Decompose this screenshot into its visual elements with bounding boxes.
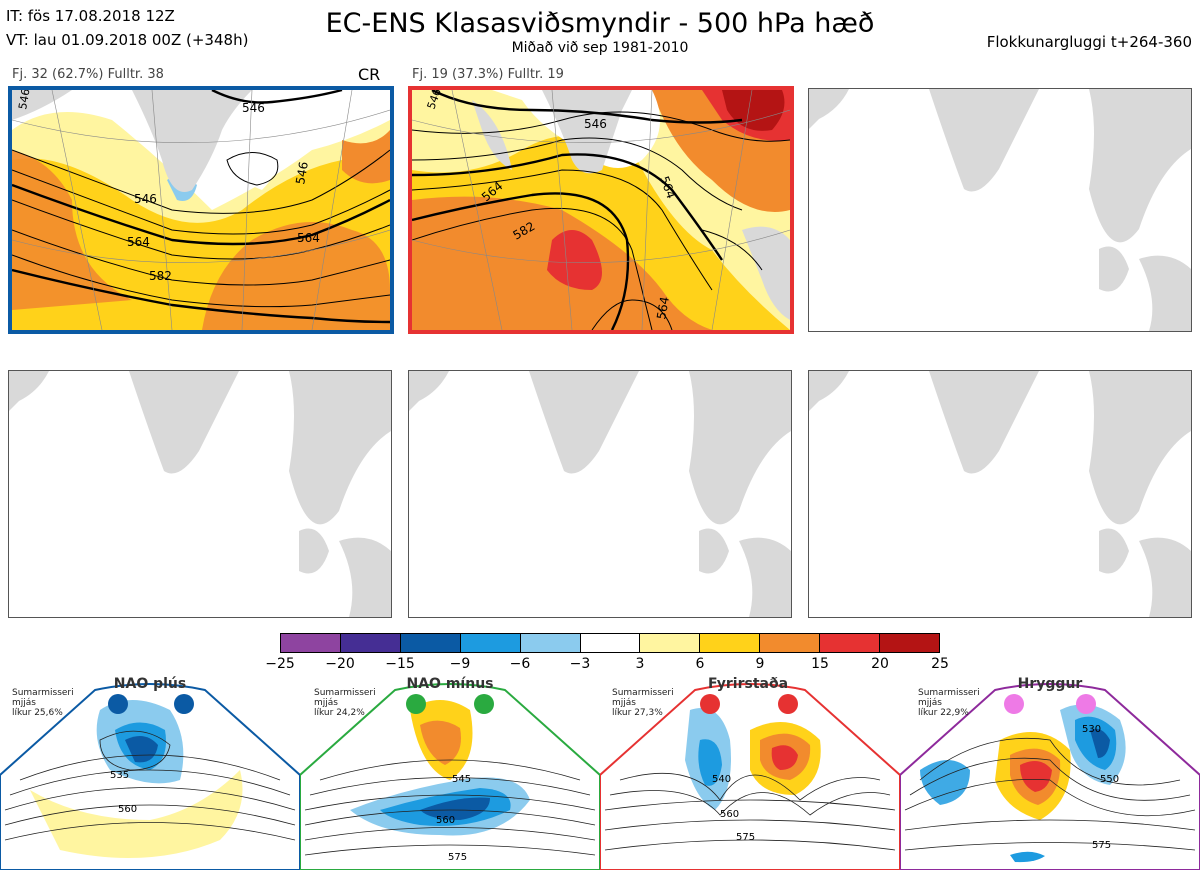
color-scale-swatch — [340, 634, 401, 652]
contour-label: 582 — [149, 269, 172, 283]
color-scale-swatch — [400, 634, 461, 652]
empty-map-6-canvas — [809, 371, 1191, 617]
empty-map-5-canvas — [409, 371, 791, 617]
init-time: IT: fös 17.08.2018 12Z — [6, 7, 175, 25]
cluster-map-2: 546 546 564 564 582 564 — [408, 86, 794, 334]
regime-ridge-canvas: 530 550 575 — [899, 683, 1200, 871]
color-scale-tick: −3 — [569, 656, 591, 672]
color-scale-tick: 15 — [811, 656, 829, 672]
contour-label: 546 — [293, 161, 311, 186]
regime-title-ridge: Hryggur — [1017, 676, 1083, 692]
regime-note-nao-plus: Sumarmisseri mjjás líkur 25,6% — [12, 688, 74, 718]
color-scale-swatch — [640, 634, 701, 652]
contour-label: 564 — [654, 296, 672, 321]
contour-label: 535 — [110, 770, 129, 781]
regime-title-blocking: Fyrirstaða — [707, 676, 789, 692]
contour-label: 560 — [436, 815, 455, 826]
panel-1-label: Fj. 32 (62.7%) Fulltr. 38 — [12, 67, 164, 82]
regime-nao-plus: 535 560 — [0, 670, 301, 871]
color-scale-tick: 3 — [635, 656, 645, 672]
color-scale-bar — [280, 633, 940, 653]
color-scale-tick: 25 — [931, 656, 949, 672]
contour-label: 560 — [118, 804, 137, 815]
regime-nao-plus-canvas: 535 560 — [0, 683, 301, 871]
regime-note-nao-minus: Sumarmisseri mjjás líkur 24,2% — [314, 688, 376, 718]
classification-window: Flokkunargluggi t+264-360 — [986, 33, 1192, 51]
contour-label: 530 — [1082, 724, 1101, 735]
color-scale-tick: 6 — [695, 656, 705, 672]
regime-note-ridge: Sumarmisseri mjjás líkur 22,9% — [918, 688, 980, 718]
valid-time: VT: lau 01.09.2018 00Z (+348h) — [6, 31, 249, 49]
regime-note-blocking: Sumarmisseri mjjás líkur 27,3% — [612, 688, 674, 718]
color-scale-tick: −9 — [449, 656, 471, 672]
regime-title-nao-plus: NAO plús — [113, 676, 187, 692]
empty-map-4-canvas — [9, 371, 391, 617]
regime-nao-minus-canvas: 545 560 575 — [299, 683, 601, 871]
empty-map-6 — [808, 370, 1192, 618]
contour-label: 564 — [127, 235, 150, 249]
contour-label: 545 — [452, 774, 471, 785]
contour-label: 546 — [134, 192, 157, 206]
contour-label: 564 — [297, 231, 320, 245]
color-scale-tick: −6 — [509, 656, 531, 672]
contour-label: 540 — [712, 774, 731, 785]
color-scale-tick: −15 — [385, 656, 415, 672]
color-scale-swatch — [580, 634, 641, 652]
panel-1-regime-code: CR — [358, 65, 381, 84]
regime-title-nao-minus: NAO mínus — [406, 676, 494, 692]
contour-label: 546 — [242, 101, 265, 115]
empty-map-3-canvas — [809, 89, 1191, 331]
panel-2-label: Fj. 19 (37.3%) Fulltr. 19 — [412, 67, 564, 82]
regime-ridge: 530 550 575 — [899, 670, 1200, 871]
cluster-map-2-canvas: 546 546 564 564 582 564 — [412, 90, 790, 330]
regime-nao-minus: 545 560 575 — [299, 670, 601, 871]
empty-map-5 — [408, 370, 792, 618]
contour-label: 575 — [736, 832, 755, 843]
empty-map-4 — [8, 370, 392, 618]
contour-label: 575 — [1092, 840, 1111, 851]
color-scale-swatch — [281, 634, 341, 652]
page-subtitle: Miðað við sep 1981-2010 — [511, 40, 689, 56]
contour-label: 550 — [1100, 774, 1119, 785]
contour-label: 546 — [16, 90, 32, 111]
color-scale-swatch — [520, 634, 581, 652]
contour-label: 546 — [584, 117, 607, 131]
page-title: EC-ENS Klasasviðsmyndir - 500 hPa hæð — [325, 8, 875, 39]
color-scale-swatch — [880, 634, 939, 652]
color-scale-swatch — [820, 634, 881, 652]
color-scale-tick: 9 — [755, 656, 765, 672]
color-scale-tick: −25 — [265, 656, 295, 672]
color-scale-swatch — [760, 634, 821, 652]
color-scale-swatch — [460, 634, 521, 652]
color-scale-swatch — [700, 634, 761, 652]
color-scale-tick: 20 — [871, 656, 889, 672]
cluster-map-1: 546 546 546 564 564 582 546 — [8, 86, 394, 334]
cluster-map-1-canvas: 546 546 546 564 564 582 546 — [12, 90, 390, 330]
contour-label: 575 — [448, 852, 467, 863]
empty-map-3 — [808, 88, 1192, 332]
contour-label: 560 — [720, 809, 739, 820]
color-scale-tick: −20 — [325, 656, 355, 672]
